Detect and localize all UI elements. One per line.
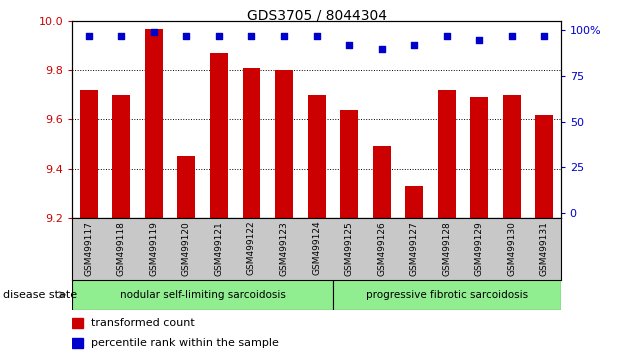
Text: GSM499122: GSM499122 xyxy=(247,221,256,275)
Text: GSM499119: GSM499119 xyxy=(149,221,158,276)
Text: GSM499123: GSM499123 xyxy=(280,221,289,275)
Text: progressive fibrotic sarcoidosis: progressive fibrotic sarcoidosis xyxy=(365,290,528,300)
Point xyxy=(246,33,256,39)
Text: GSM499131: GSM499131 xyxy=(540,221,549,276)
Bar xyxy=(178,156,195,218)
Text: GSM499124: GSM499124 xyxy=(312,221,321,275)
Point xyxy=(149,29,159,35)
Text: nodular self-limiting sarcoidosis: nodular self-limiting sarcoidosis xyxy=(120,290,285,300)
Bar xyxy=(307,95,326,218)
Point xyxy=(84,33,94,39)
Text: GSM499118: GSM499118 xyxy=(117,221,126,276)
Text: disease state: disease state xyxy=(3,290,77,300)
Bar xyxy=(112,95,130,218)
Bar xyxy=(405,186,423,218)
Point xyxy=(116,33,126,39)
Bar xyxy=(243,68,260,218)
Bar xyxy=(72,318,83,328)
Text: GSM499120: GSM499120 xyxy=(182,221,191,275)
Bar xyxy=(471,97,488,218)
Point xyxy=(507,33,517,39)
Text: GSM499130: GSM499130 xyxy=(507,221,517,276)
Bar xyxy=(275,70,293,218)
Point xyxy=(312,33,322,39)
Text: GSM499125: GSM499125 xyxy=(345,221,353,275)
Text: GSM499117: GSM499117 xyxy=(84,221,93,276)
Point xyxy=(214,33,224,39)
Bar xyxy=(80,90,98,218)
Text: percentile rank within the sample: percentile rank within the sample xyxy=(91,338,278,348)
Bar xyxy=(145,29,163,218)
Text: GSM499129: GSM499129 xyxy=(475,221,484,275)
Bar xyxy=(72,338,83,348)
Text: transformed count: transformed count xyxy=(91,318,194,328)
Bar xyxy=(438,90,455,218)
Text: GSM499127: GSM499127 xyxy=(410,221,419,275)
Bar xyxy=(503,95,521,218)
Point xyxy=(181,33,192,39)
Text: GDS3705 / 8044304: GDS3705 / 8044304 xyxy=(246,9,387,23)
Point xyxy=(474,37,484,42)
Point xyxy=(344,42,354,48)
Point xyxy=(410,42,420,48)
Bar xyxy=(373,147,391,218)
Bar xyxy=(536,115,553,218)
Point xyxy=(442,33,452,39)
Bar xyxy=(333,280,561,310)
Point xyxy=(279,33,289,39)
Text: GSM499121: GSM499121 xyxy=(214,221,224,275)
Bar xyxy=(210,53,228,218)
Text: GSM499126: GSM499126 xyxy=(377,221,386,275)
Bar xyxy=(72,280,333,310)
Text: GSM499128: GSM499128 xyxy=(442,221,451,275)
Point xyxy=(539,33,549,39)
Bar xyxy=(340,110,358,218)
Point xyxy=(377,46,387,51)
